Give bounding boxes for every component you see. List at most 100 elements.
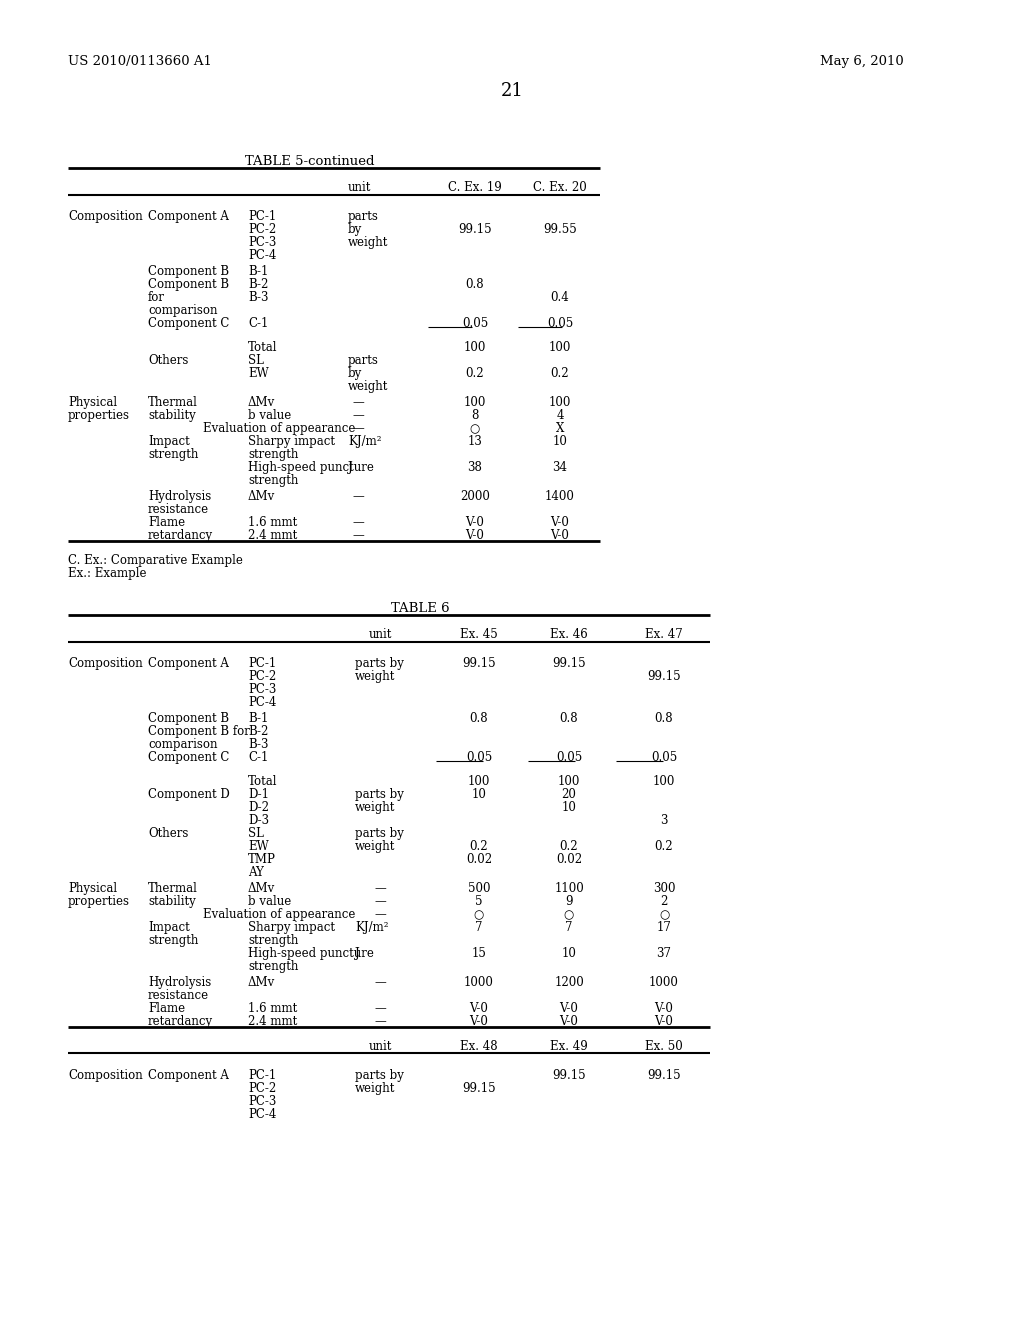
Text: C. Ex.: Comparative Example: C. Ex.: Comparative Example xyxy=(68,554,243,568)
Text: 2.4 mmt: 2.4 mmt xyxy=(248,1015,297,1028)
Text: Flame: Flame xyxy=(148,1002,185,1015)
Text: V-0: V-0 xyxy=(470,1015,488,1028)
Text: PC-2: PC-2 xyxy=(248,671,276,682)
Text: 17: 17 xyxy=(656,921,672,935)
Text: strength: strength xyxy=(248,935,298,946)
Text: PC-3: PC-3 xyxy=(248,1096,276,1107)
Text: weight: weight xyxy=(355,801,395,814)
Text: 7: 7 xyxy=(565,921,572,935)
Text: Component A: Component A xyxy=(148,1069,229,1082)
Text: 5: 5 xyxy=(475,895,482,908)
Text: B-2: B-2 xyxy=(248,725,268,738)
Text: V-0: V-0 xyxy=(470,1002,488,1015)
Text: D-1: D-1 xyxy=(248,788,269,801)
Text: 1.6 mmt: 1.6 mmt xyxy=(248,1002,297,1015)
Text: ○: ○ xyxy=(474,908,484,921)
Text: 1100: 1100 xyxy=(554,882,584,895)
Text: US 2010/0113660 A1: US 2010/0113660 A1 xyxy=(68,55,212,69)
Text: Ex. 46: Ex. 46 xyxy=(550,628,588,642)
Text: 99.15: 99.15 xyxy=(647,1069,681,1082)
Text: 99.15: 99.15 xyxy=(552,657,586,671)
Text: resistance: resistance xyxy=(148,989,209,1002)
Text: 0.2: 0.2 xyxy=(654,840,674,853)
Text: TABLE 6: TABLE 6 xyxy=(391,602,450,615)
Text: B-3: B-3 xyxy=(248,290,268,304)
Text: 0.02: 0.02 xyxy=(466,853,493,866)
Text: AY: AY xyxy=(248,866,264,879)
Text: —: — xyxy=(374,895,386,908)
Text: 0.2: 0.2 xyxy=(560,840,579,853)
Text: strength: strength xyxy=(248,474,298,487)
Text: unit: unit xyxy=(369,628,392,642)
Text: 100: 100 xyxy=(464,341,486,354)
Text: Composition: Composition xyxy=(68,657,142,671)
Text: comparison: comparison xyxy=(148,304,217,317)
Text: ○: ○ xyxy=(564,908,574,921)
Text: V-0: V-0 xyxy=(551,529,569,543)
Text: weight: weight xyxy=(348,236,388,249)
Text: PC-4: PC-4 xyxy=(248,1107,276,1121)
Text: 0.02: 0.02 xyxy=(556,853,582,866)
Text: unit: unit xyxy=(369,1040,392,1053)
Text: C-1: C-1 xyxy=(248,751,268,764)
Text: parts: parts xyxy=(348,210,379,223)
Text: unit: unit xyxy=(348,181,372,194)
Text: Thermal: Thermal xyxy=(148,396,198,409)
Text: 2000: 2000 xyxy=(460,490,489,503)
Text: 500: 500 xyxy=(468,882,490,895)
Text: 0.8: 0.8 xyxy=(466,279,484,290)
Text: 0.05: 0.05 xyxy=(466,751,493,764)
Text: Component B: Component B xyxy=(148,265,229,279)
Text: 99.55: 99.55 xyxy=(543,223,577,236)
Text: —: — xyxy=(352,516,364,529)
Text: Thermal: Thermal xyxy=(148,882,198,895)
Text: 99.15: 99.15 xyxy=(462,1082,496,1096)
Text: 100: 100 xyxy=(558,775,581,788)
Text: Sharpy impact: Sharpy impact xyxy=(248,921,335,935)
Text: —: — xyxy=(352,396,364,409)
Text: —: — xyxy=(374,908,386,921)
Text: 100: 100 xyxy=(468,775,490,788)
Text: Flame: Flame xyxy=(148,516,185,529)
Text: Hydrolysis: Hydrolysis xyxy=(148,975,211,989)
Text: —: — xyxy=(352,422,364,436)
Text: ○: ○ xyxy=(470,422,480,436)
Text: —: — xyxy=(374,1015,386,1028)
Text: SL: SL xyxy=(248,828,264,840)
Text: stability: stability xyxy=(148,895,196,908)
Text: ΔMv: ΔMv xyxy=(248,882,275,895)
Text: C. Ex. 19: C. Ex. 19 xyxy=(449,181,502,194)
Text: Total: Total xyxy=(248,341,278,354)
Text: D-3: D-3 xyxy=(248,814,269,828)
Text: strength: strength xyxy=(248,447,298,461)
Text: strength: strength xyxy=(148,935,199,946)
Text: C-1: C-1 xyxy=(248,317,268,330)
Text: weight: weight xyxy=(355,840,395,853)
Text: Ex. 48: Ex. 48 xyxy=(460,1040,498,1053)
Text: weight: weight xyxy=(355,671,395,682)
Text: 0.2: 0.2 xyxy=(466,367,484,380)
Text: V-0: V-0 xyxy=(551,516,569,529)
Text: Ex. 47: Ex. 47 xyxy=(645,628,683,642)
Text: TMP: TMP xyxy=(248,853,275,866)
Text: by: by xyxy=(348,367,362,380)
Text: Ex. 45: Ex. 45 xyxy=(460,628,498,642)
Text: for: for xyxy=(148,290,165,304)
Text: b value: b value xyxy=(248,409,291,422)
Text: —: — xyxy=(374,882,386,895)
Text: J: J xyxy=(355,946,359,960)
Text: KJ/m²: KJ/m² xyxy=(348,436,382,447)
Text: strength: strength xyxy=(248,960,298,973)
Text: V-0: V-0 xyxy=(466,529,484,543)
Text: KJ/m²: KJ/m² xyxy=(355,921,388,935)
Text: EW: EW xyxy=(248,367,268,380)
Text: High-speed puncture: High-speed puncture xyxy=(248,461,374,474)
Text: ΔMv: ΔMv xyxy=(248,490,275,503)
Text: retardancy: retardancy xyxy=(148,529,213,543)
Text: parts by: parts by xyxy=(355,1069,403,1082)
Text: 1.6 mmt: 1.6 mmt xyxy=(248,516,297,529)
Text: 1200: 1200 xyxy=(554,975,584,989)
Text: Evaluation of appearance: Evaluation of appearance xyxy=(203,422,355,436)
Text: PC-2: PC-2 xyxy=(248,223,276,236)
Text: PC-4: PC-4 xyxy=(248,696,276,709)
